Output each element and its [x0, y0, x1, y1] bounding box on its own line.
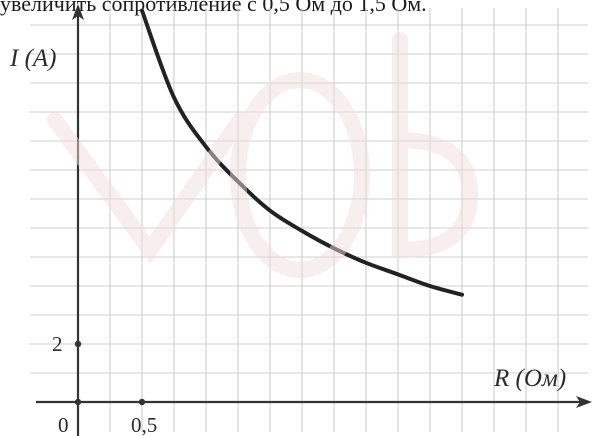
- origin-mark: [74, 398, 82, 406]
- y-tick-mark: [74, 340, 82, 348]
- y-tick-label: 2: [52, 332, 63, 356]
- x-tick-label: 0: [58, 413, 69, 436]
- ticks: 0 0,52: [52, 332, 157, 436]
- axis-labels: I (А) R (Ом): [9, 45, 566, 392]
- x-axis-label: R (Ом): [493, 365, 566, 392]
- x-tick-label: 0,5: [131, 413, 157, 436]
- y-axis-arrow: [72, 4, 84, 20]
- x-tick-mark: [138, 398, 146, 406]
- problem-text: увеличить сопротивление с 0,5 Ом до 1,5 …: [0, 0, 427, 16]
- y-axis-label: I (А): [9, 45, 57, 72]
- x-axis-arrow: [576, 396, 592, 408]
